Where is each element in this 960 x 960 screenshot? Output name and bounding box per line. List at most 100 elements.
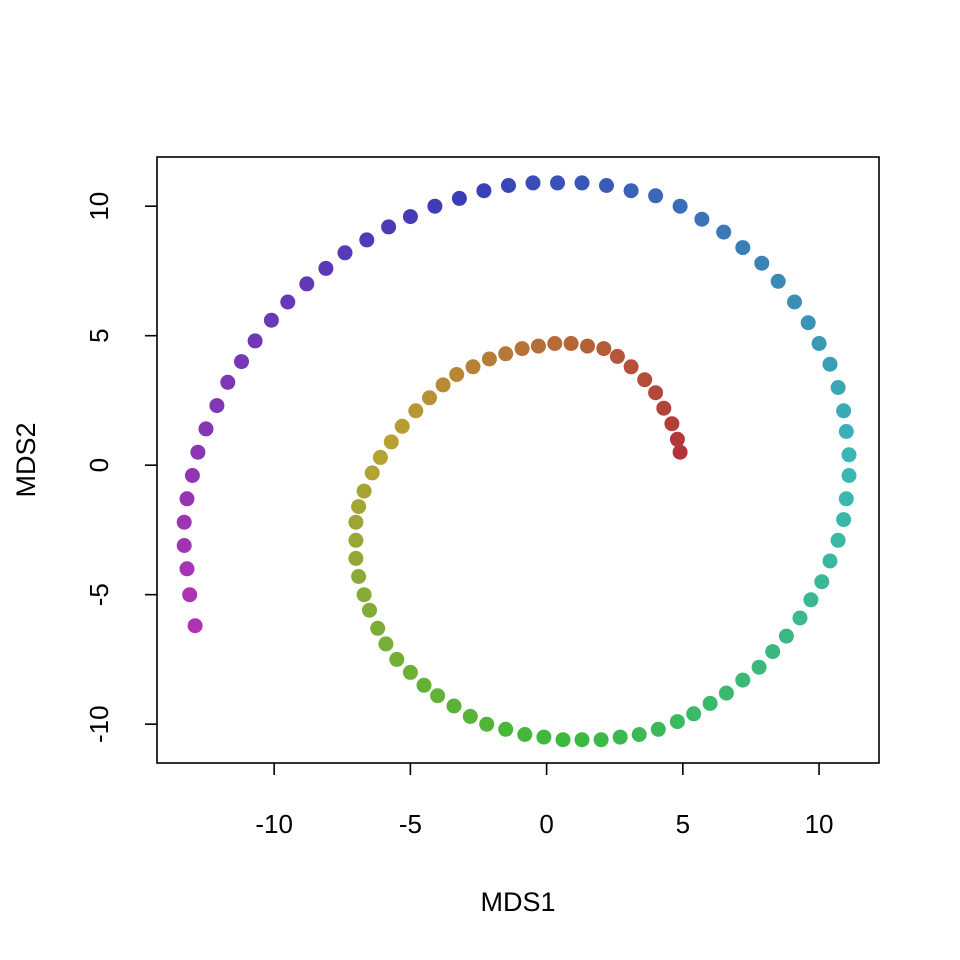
data-point (694, 211, 710, 227)
data-point (299, 276, 315, 292)
data-point (778, 628, 794, 644)
data-point (446, 698, 462, 714)
data-point (609, 348, 625, 364)
data-point (435, 377, 451, 393)
data-point (383, 434, 399, 450)
data-point (735, 240, 751, 256)
data-point (348, 514, 364, 530)
data-point (378, 636, 394, 652)
data-point (427, 198, 443, 214)
data-point (686, 706, 702, 722)
data-point (449, 367, 465, 382)
x-tick-label: -5 (399, 809, 422, 839)
data-point (547, 336, 563, 351)
data-point (672, 198, 688, 214)
data-point (669, 714, 685, 730)
data-point (381, 219, 397, 235)
data-point (702, 695, 718, 711)
data-point (479, 716, 495, 732)
data-point (176, 538, 192, 553)
data-point (359, 232, 375, 248)
data-point (770, 273, 786, 289)
data-point (481, 351, 497, 367)
data-point (422, 390, 437, 406)
data-point (555, 732, 571, 748)
data-point (176, 514, 192, 530)
data-point (656, 400, 672, 416)
x-tick-label: -10 (255, 809, 293, 839)
data-point (811, 336, 827, 351)
y-tick-label: 10 (84, 192, 114, 221)
data-point (803, 592, 819, 608)
data-point (800, 315, 816, 331)
data-point (669, 431, 685, 447)
data-point (247, 333, 263, 349)
data-point (356, 587, 372, 603)
data-point (841, 447, 857, 463)
data-point (187, 618, 203, 634)
data-point (838, 491, 854, 507)
data-point (716, 224, 732, 240)
data-point (563, 336, 579, 351)
data-point (664, 416, 680, 432)
data-point (351, 499, 367, 515)
data-point (530, 338, 546, 354)
data-point (209, 398, 225, 414)
data-point (402, 209, 418, 225)
data-point (462, 708, 478, 724)
data-points (176, 175, 857, 748)
data-point (179, 491, 195, 507)
data-point (351, 569, 367, 584)
data-point (337, 245, 353, 261)
data-point (735, 672, 751, 688)
data-point (318, 260, 334, 276)
data-point (631, 727, 647, 742)
data-point (792, 610, 808, 626)
data-point (751, 659, 767, 675)
data-point (517, 727, 533, 742)
x-tick-label: 0 (539, 809, 553, 839)
data-point (362, 602, 377, 618)
y-axis-title: MDS2 (11, 422, 41, 497)
data-point (623, 359, 639, 375)
data-point (182, 587, 198, 603)
data-point (536, 729, 552, 745)
data-point (498, 721, 514, 737)
data-point (650, 721, 666, 737)
data-point (525, 175, 541, 191)
data-point (593, 732, 609, 748)
y-axis: -10 -5 0 5 10 (84, 192, 157, 743)
data-point (637, 372, 653, 388)
data-point (370, 620, 386, 636)
data-point (348, 550, 364, 566)
data-point (220, 374, 236, 390)
data-point (841, 468, 857, 483)
data-point (599, 178, 614, 193)
data-point (514, 341, 530, 357)
x-axis: -10 -5 0 5 10 (255, 763, 834, 839)
data-point (836, 403, 852, 419)
data-point (364, 465, 380, 481)
data-point (408, 403, 424, 419)
data-point (830, 532, 846, 548)
data-point (830, 380, 846, 395)
x-tick-label: 10 (805, 809, 834, 839)
data-point (648, 385, 664, 401)
y-tick-label: 5 (84, 328, 114, 342)
data-point (356, 483, 372, 499)
data-point (498, 346, 514, 362)
data-point (348, 532, 364, 548)
data-point (416, 677, 432, 693)
data-point (501, 178, 516, 193)
data-point (754, 255, 770, 271)
data-point (179, 561, 195, 577)
data-point (402, 664, 418, 680)
data-point (280, 294, 296, 310)
data-point (836, 512, 852, 528)
data-point (580, 338, 595, 354)
data-point (787, 294, 802, 310)
data-point (198, 421, 214, 437)
data-point (822, 356, 838, 372)
